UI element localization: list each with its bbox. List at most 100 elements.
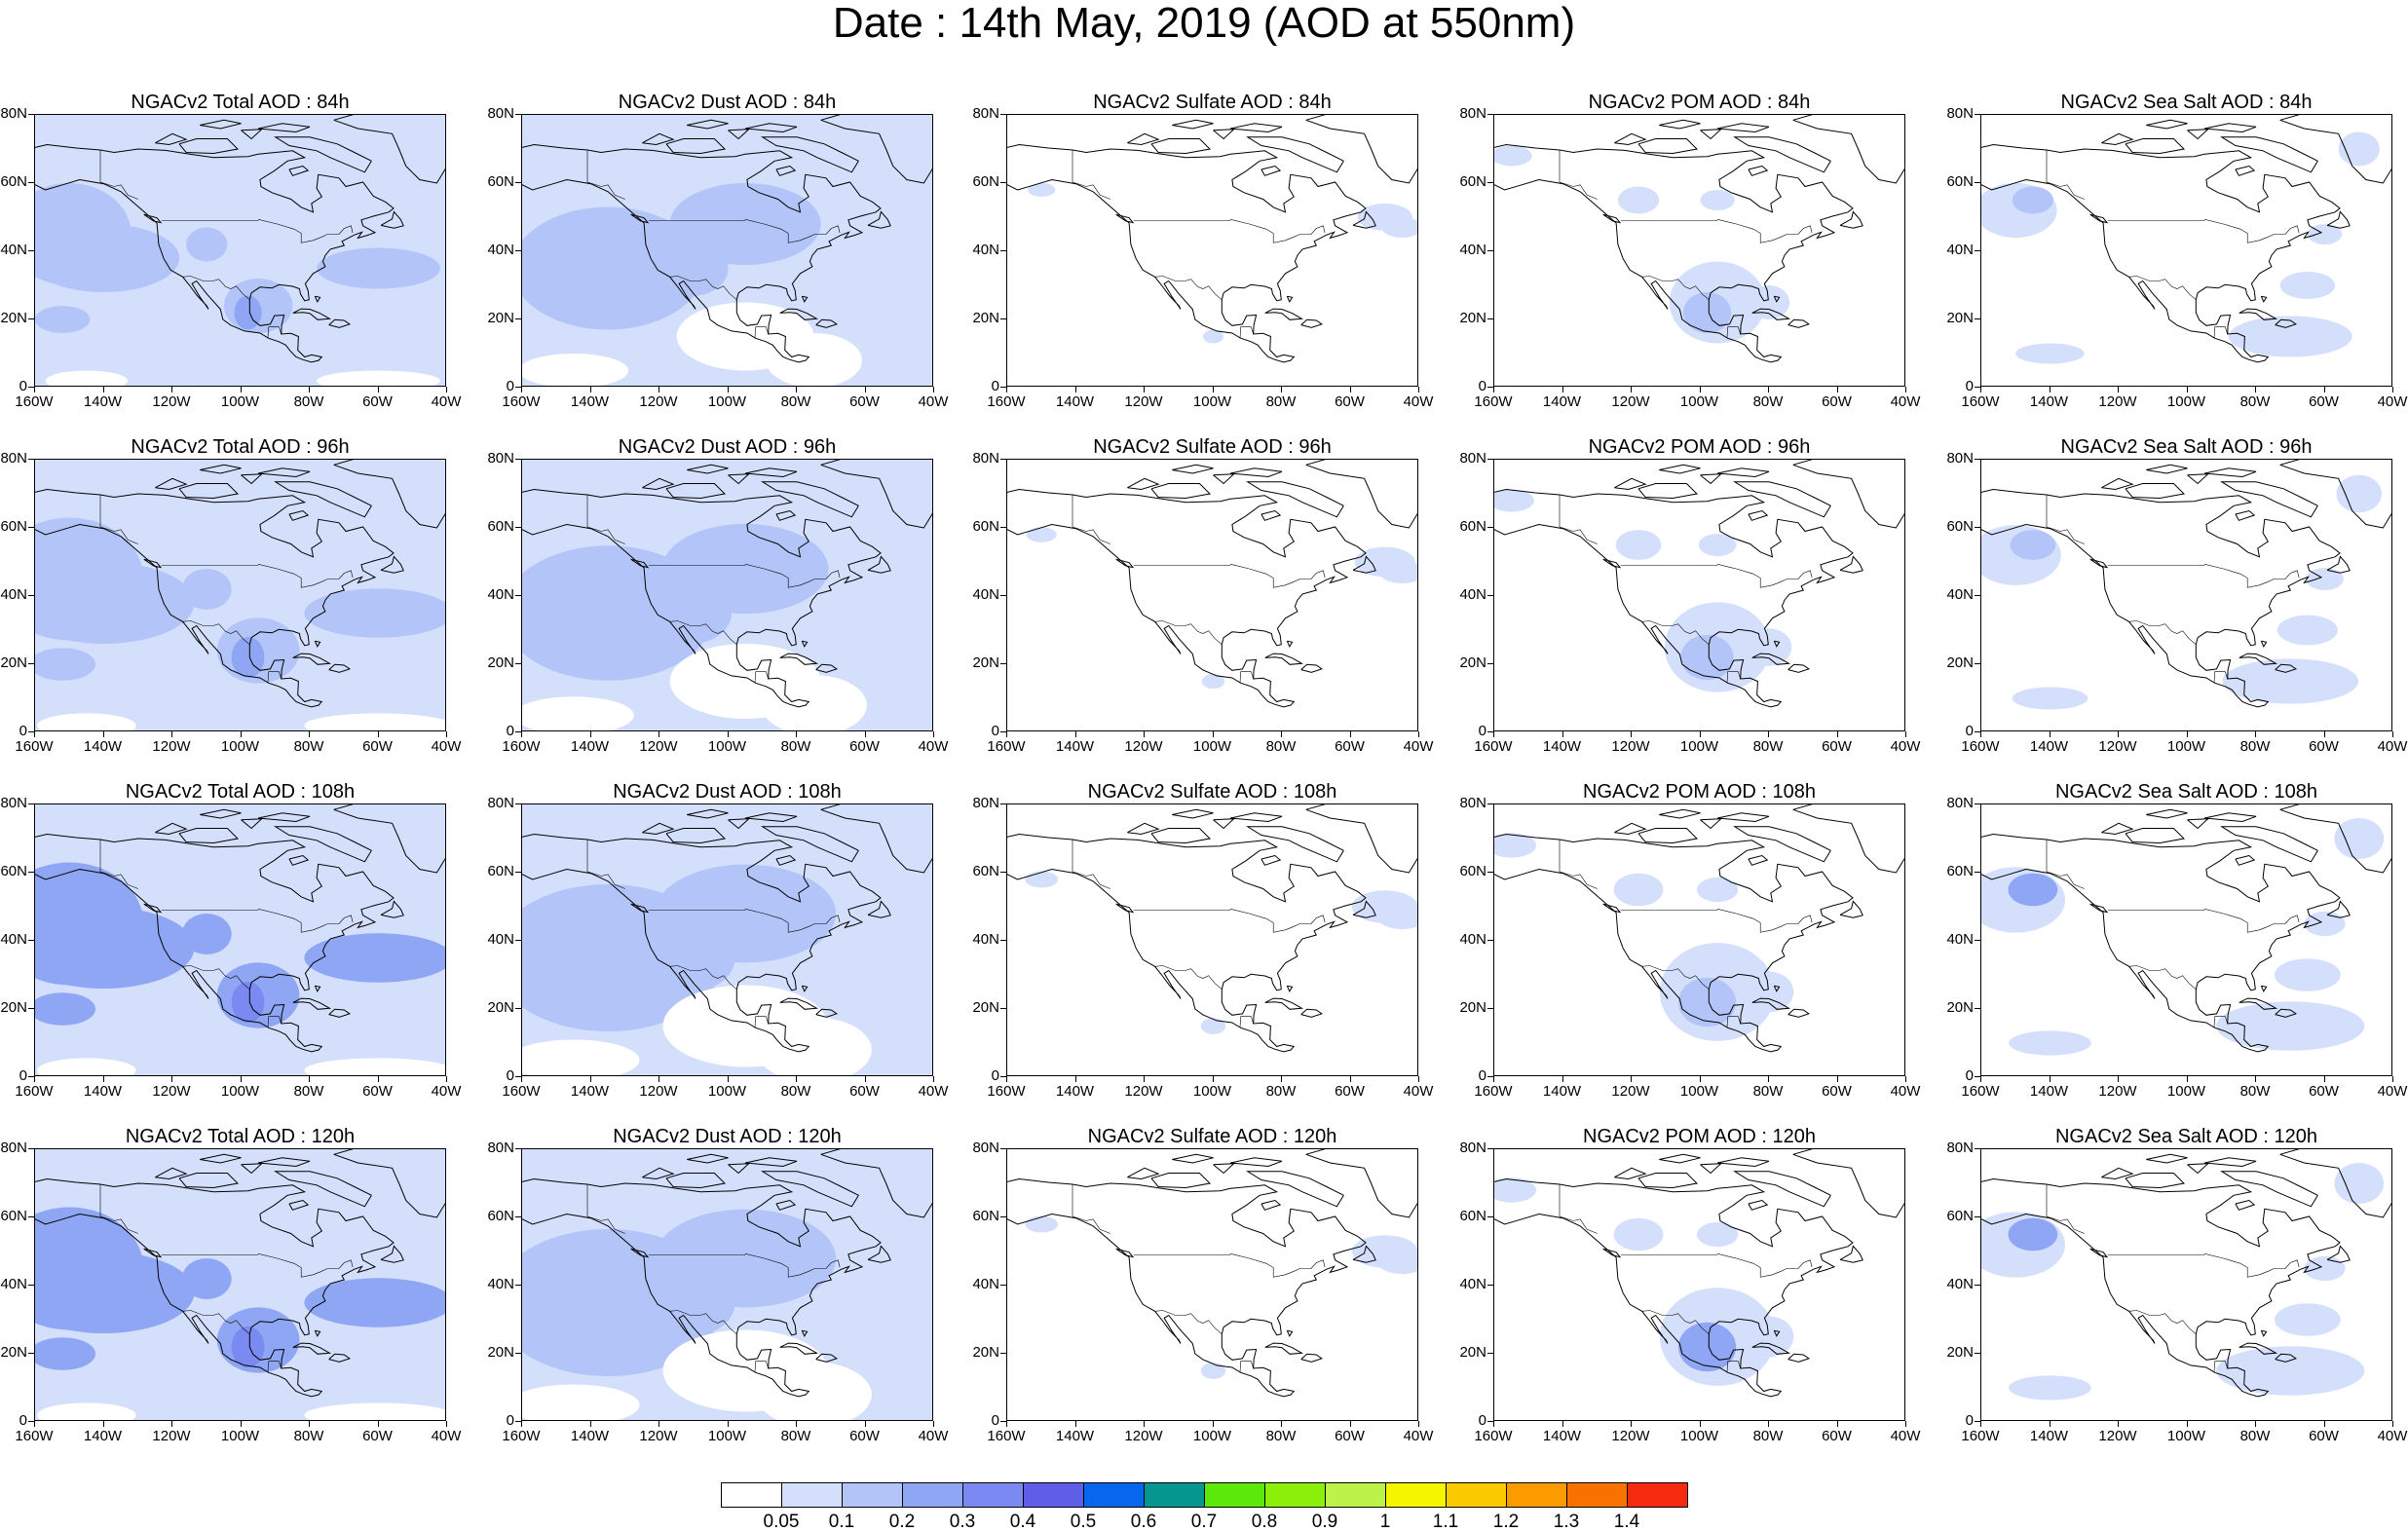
coastline: [2220, 481, 2318, 518]
coastline: [241, 818, 264, 830]
coastline: [820, 804, 932, 874]
coastline: [1787, 318, 1811, 328]
colorbar-swatch: [1566, 1482, 1628, 1508]
longitude-tick-mark: [796, 1076, 797, 1082]
aod-contour-region: [1748, 285, 1790, 319]
coastline: [328, 318, 352, 328]
coastline: [2101, 477, 2134, 491]
coastline: [1305, 460, 1417, 529]
latitude-tick-label: 60N: [0, 1208, 27, 1224]
longitude-tick-label: 100W: [1192, 393, 1232, 410]
aod-contour-region: [2009, 1375, 2091, 1401]
coastline: [1700, 1163, 1723, 1175]
longitude-tick-label: 160W: [1961, 393, 2000, 410]
coastline: [1494, 523, 1780, 708]
map-frame: [1493, 1148, 1905, 1421]
longitude-tick-label: 60W: [2309, 393, 2339, 410]
country-border: [1620, 219, 1813, 243]
coastline: [1494, 868, 1780, 1053]
coastline: [775, 1199, 797, 1211]
longitude-tick-mark: [1699, 1421, 1701, 1427]
coastline: [380, 555, 404, 574]
country-border: [1239, 326, 1254, 338]
coastline: [1602, 903, 1622, 914]
latitude-tick-mark: [515, 387, 521, 388]
map-frame: [1980, 114, 2392, 387]
latitude-tick-mark: [28, 527, 34, 528]
latitude-tick-mark: [1975, 1285, 1980, 1286]
latitude-tick-mark: [1975, 872, 1980, 873]
aod-contour-region: [1200, 1363, 1226, 1379]
aod-contour-region: [1494, 833, 1536, 858]
aod-contour-region: [1696, 877, 1739, 903]
aod-contour-region: [186, 227, 228, 262]
longitude-tick-label: 160W: [1961, 1428, 2000, 1444]
country-border: [1641, 965, 1710, 990]
latitude-tick-label: 80N: [972, 795, 999, 811]
longitude-tick-label: 120W: [152, 393, 191, 410]
coastline: [1260, 1199, 1282, 1211]
coastline: [522, 1177, 882, 1394]
latitude-tick-mark: [1487, 114, 1493, 115]
aod-contour-region: [37, 713, 136, 730]
coastline: [1115, 1248, 1135, 1258]
coastline: [2203, 123, 2257, 133]
latitude-tick-label: 0: [1478, 378, 1486, 394]
latitude-tick-mark: [1000, 527, 1006, 528]
aod-contour-region: [35, 992, 96, 1026]
coastline: [2203, 467, 2257, 478]
longitude-tick-label: 80W: [1752, 393, 1784, 410]
longitude-tick-mark: [521, 387, 522, 392]
coastline: [2275, 663, 2298, 673]
coastline: [241, 473, 264, 485]
coastline: [333, 1149, 445, 1218]
longitude-tick-label: 80W: [1752, 1428, 1784, 1444]
country-border: [99, 1184, 138, 1234]
longitude-tick-label: 80W: [780, 1428, 811, 1444]
colorbar-swatch: [721, 1482, 782, 1508]
longitude-tick-label: 120W: [1611, 393, 1650, 410]
longitude-tick-mark: [1631, 1076, 1632, 1082]
country-border: [1641, 1310, 1710, 1334]
longitude-tick-label: 120W: [2098, 1083, 2137, 1100]
latitude-tick-mark: [1487, 1076, 1493, 1077]
coastline: [2146, 1153, 2188, 1164]
coastline: [288, 1199, 310, 1211]
coastline: [1981, 523, 2267, 708]
panel-title: NGACv2 Dust AOD : 108h: [613, 781, 842, 803]
longitude-tick-label: 80W: [1265, 1083, 1297, 1100]
coastline: [1773, 295, 1781, 303]
aod-contour-region: [2228, 316, 2352, 357]
coastline: [274, 1171, 372, 1208]
longitude-tick-label: 140W: [570, 738, 610, 755]
latitude-tick-label: 60N: [487, 1208, 514, 1224]
longitude-tick-mark: [1980, 731, 1981, 737]
longitude-tick-mark: [933, 387, 934, 392]
longitude-tick-mark: [521, 1076, 522, 1082]
latitude-tick-label: 0: [991, 1412, 999, 1429]
longitude-tick-mark: [589, 731, 591, 737]
latitude-tick-mark: [28, 595, 34, 596]
longitude-tick-mark: [377, 1076, 379, 1082]
longitude-tick-mark: [1561, 1076, 1563, 1082]
latitude-tick-mark: [1975, 527, 1980, 528]
latitude-tick-label: 0: [991, 723, 999, 739]
longitude-tick-mark: [1212, 731, 1214, 737]
coastline: [630, 558, 650, 569]
longitude-tick-label: 100W: [2166, 738, 2206, 755]
longitude-tick-label: 60W: [2309, 1428, 2339, 1444]
coastline: [2125, 828, 2186, 844]
aod-contour-region: [2276, 615, 2338, 646]
aod-contour-region: [304, 1058, 445, 1075]
latitude-tick-label: 60N: [487, 518, 514, 535]
map-frame: [34, 1148, 446, 1421]
latitude-tick-mark: [1000, 250, 1006, 251]
longitude-tick-label: 140W: [2029, 393, 2069, 410]
longitude-tick-mark: [1631, 731, 1632, 737]
colorbar-label: 0.3: [949, 1512, 976, 1532]
coastline: [1305, 115, 1417, 184]
latitude-tick-label: 20N: [1946, 310, 1974, 326]
panel-title: NGACv2 Sea Salt AOD : 84h: [2060, 92, 2313, 113]
longitude-tick-label: 160W: [987, 393, 1026, 410]
aod-contour-region: [2012, 186, 2054, 214]
